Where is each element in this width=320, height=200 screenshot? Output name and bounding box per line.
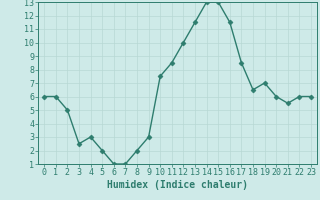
X-axis label: Humidex (Indice chaleur): Humidex (Indice chaleur) — [107, 180, 248, 190]
